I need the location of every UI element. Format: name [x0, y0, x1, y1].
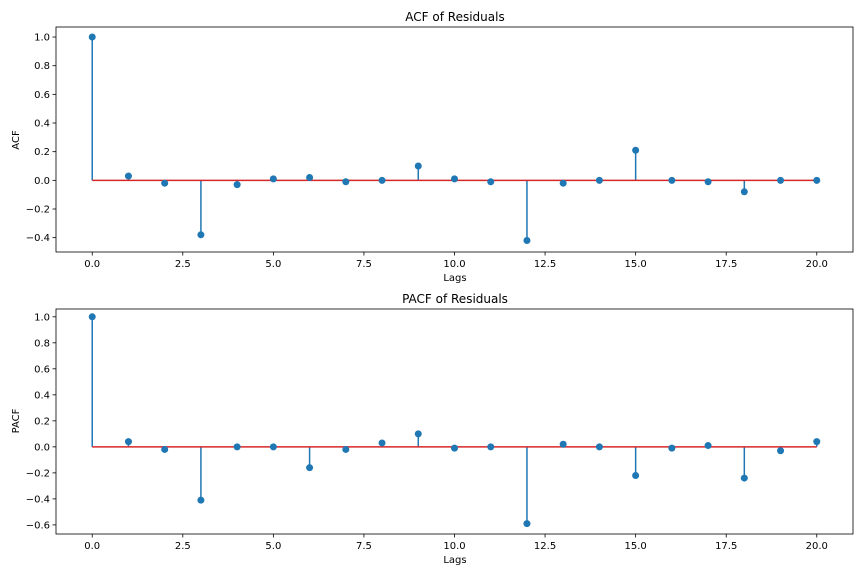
pacf-stem-marker — [813, 438, 820, 445]
pacf-stem-marker — [451, 445, 458, 452]
acf-x-ticks: 0.0 2.5 5.0 7.5 10.0 12.5 15.0 17.5 20.0 — [84, 252, 828, 270]
pacf-y-ticks: −0.6 −0.4 −0.2 0.0 0.2 0.4 0.6 0.8 1.0 — [26, 312, 56, 531]
pacf-x-tick-label: 12.5 — [534, 541, 556, 552]
acf-stem-marker — [705, 178, 712, 185]
pacf-x-ticks: 0.0 2.5 5.0 7.5 10.0 12.5 15.0 17.5 20.0 — [84, 534, 828, 552]
pacf-stem-marker — [342, 446, 349, 453]
acf-axes-frame — [56, 27, 853, 252]
pacf-title: PACF of Residuals — [402, 292, 508, 306]
acf-y-tick-label: 0.8 — [34, 61, 50, 72]
acf-y-tick-label: 1.0 — [34, 33, 50, 44]
acf-x-tick-label: 7.5 — [356, 259, 372, 270]
acf-stem-marker — [741, 188, 748, 195]
pacf-stems — [89, 313, 821, 527]
acf-x-tick-label: 5.0 — [265, 259, 281, 270]
pacf-stem-marker — [632, 472, 639, 479]
acf-x-tick-label: 10.0 — [443, 259, 465, 270]
acf-y-tick-label: 0.2 — [34, 147, 50, 158]
pacf-y-tick-label: 0.0 — [34, 442, 50, 453]
pacf-x-label: Lags — [443, 555, 466, 566]
acf-stem-marker — [451, 175, 458, 182]
pacf-stem-marker — [741, 475, 748, 482]
acf-y-ticks: −0.4 −0.2 0.0 0.2 0.4 0.6 0.8 1.0 — [26, 33, 56, 245]
pacf-stem-marker — [379, 439, 386, 446]
acf-x-tick-label: 17.5 — [715, 259, 737, 270]
acf-title: ACF of Residuals — [405, 10, 504, 24]
acf-stem-marker — [306, 174, 313, 181]
pacf-y-tick-label: −0.6 — [26, 520, 50, 531]
acf-y-tick-label: −0.2 — [26, 205, 50, 216]
pacf-stem-marker — [415, 430, 422, 437]
pacf-axes-frame — [56, 309, 853, 534]
acf-y-tick-label: 0.0 — [34, 176, 50, 187]
acf-stems — [89, 34, 821, 245]
pacf-y-tick-label: 0.2 — [34, 416, 50, 427]
acf-stem-marker — [270, 175, 277, 182]
pacf-y-tick-label: 0.8 — [34, 338, 50, 349]
acf-stem-marker — [668, 177, 675, 184]
acf-x-tick-label: 2.5 — [175, 259, 191, 270]
pacf-stem-marker — [234, 443, 241, 450]
pacf-y-tick-label: −0.4 — [26, 494, 50, 505]
acf-stem-marker — [632, 147, 639, 154]
acf-y-tick-label: 0.4 — [34, 119, 50, 130]
pacf-y-tick-label: 0.4 — [34, 390, 50, 401]
pacf-stem-marker — [197, 497, 204, 504]
acf-x-tick-label: 20.0 — [806, 259, 828, 270]
pacf-stem-marker — [161, 446, 168, 453]
acf-y-tick-label: −0.4 — [26, 233, 50, 244]
pacf-stem-marker — [487, 443, 494, 450]
acf-stem-marker — [523, 237, 530, 244]
pacf-y-tick-label: −0.2 — [26, 468, 50, 479]
acf-panel: ACF of Residuals 0.0 2.5 5.0 7.5 10.0 12.5 15.… — [11, 10, 853, 284]
acf-stem-marker — [197, 231, 204, 238]
pacf-stem-marker — [560, 441, 567, 448]
pacf-y-tick-label: 1.0 — [34, 312, 50, 323]
pacf-stem-marker — [306, 464, 313, 471]
acf-y-tick-label: 0.6 — [34, 90, 50, 101]
acf-x-tick-label: 15.0 — [625, 259, 647, 270]
pacf-stem-marker — [705, 442, 712, 449]
acf-stem-marker — [415, 163, 422, 170]
acf-stem-marker — [89, 34, 96, 41]
acf-stem-marker — [596, 177, 603, 184]
pacf-x-tick-label: 7.5 — [356, 541, 372, 552]
pacf-y-label: PACF — [11, 408, 22, 433]
acf-stem-marker — [379, 177, 386, 184]
acf-stem-marker — [560, 180, 567, 187]
pacf-x-tick-label: 10.0 — [443, 541, 465, 552]
acf-x-tick-label: 12.5 — [534, 259, 556, 270]
pacf-x-tick-label: 20.0 — [806, 541, 828, 552]
pacf-stem-marker — [777, 447, 784, 454]
pacf-y-tick-label: 0.6 — [34, 364, 50, 375]
acf-x-label: Lags — [443, 273, 466, 284]
acf-stem-marker — [813, 177, 820, 184]
acf-stem-marker — [161, 180, 168, 187]
pacf-x-tick-label: 5.0 — [265, 541, 281, 552]
acf-stem-marker — [125, 173, 132, 180]
pacf-stem-marker — [668, 445, 675, 452]
pacf-stem-marker — [125, 438, 132, 445]
pacf-stem-marker — [596, 443, 603, 450]
acf-stem-marker — [234, 181, 241, 188]
pacf-x-tick-label: 17.5 — [715, 541, 737, 552]
pacf-stem-marker — [89, 313, 96, 320]
pacf-panel: PACF of Residuals 0.0 2.5 5.0 7.5 10.0 12.5 15… — [11, 292, 853, 566]
pacf-stem-marker — [523, 520, 530, 527]
acf-x-tick-label: 0.0 — [84, 259, 100, 270]
acf-stem-marker — [487, 178, 494, 185]
acf-stem-marker — [342, 178, 349, 185]
pacf-x-tick-label: 0.0 — [84, 541, 100, 552]
pacf-stem-marker — [270, 443, 277, 450]
pacf-x-tick-label: 2.5 — [175, 541, 191, 552]
pacf-x-tick-label: 15.0 — [625, 541, 647, 552]
acf-y-label: ACF — [11, 130, 22, 150]
acf-stem-marker — [777, 177, 784, 184]
